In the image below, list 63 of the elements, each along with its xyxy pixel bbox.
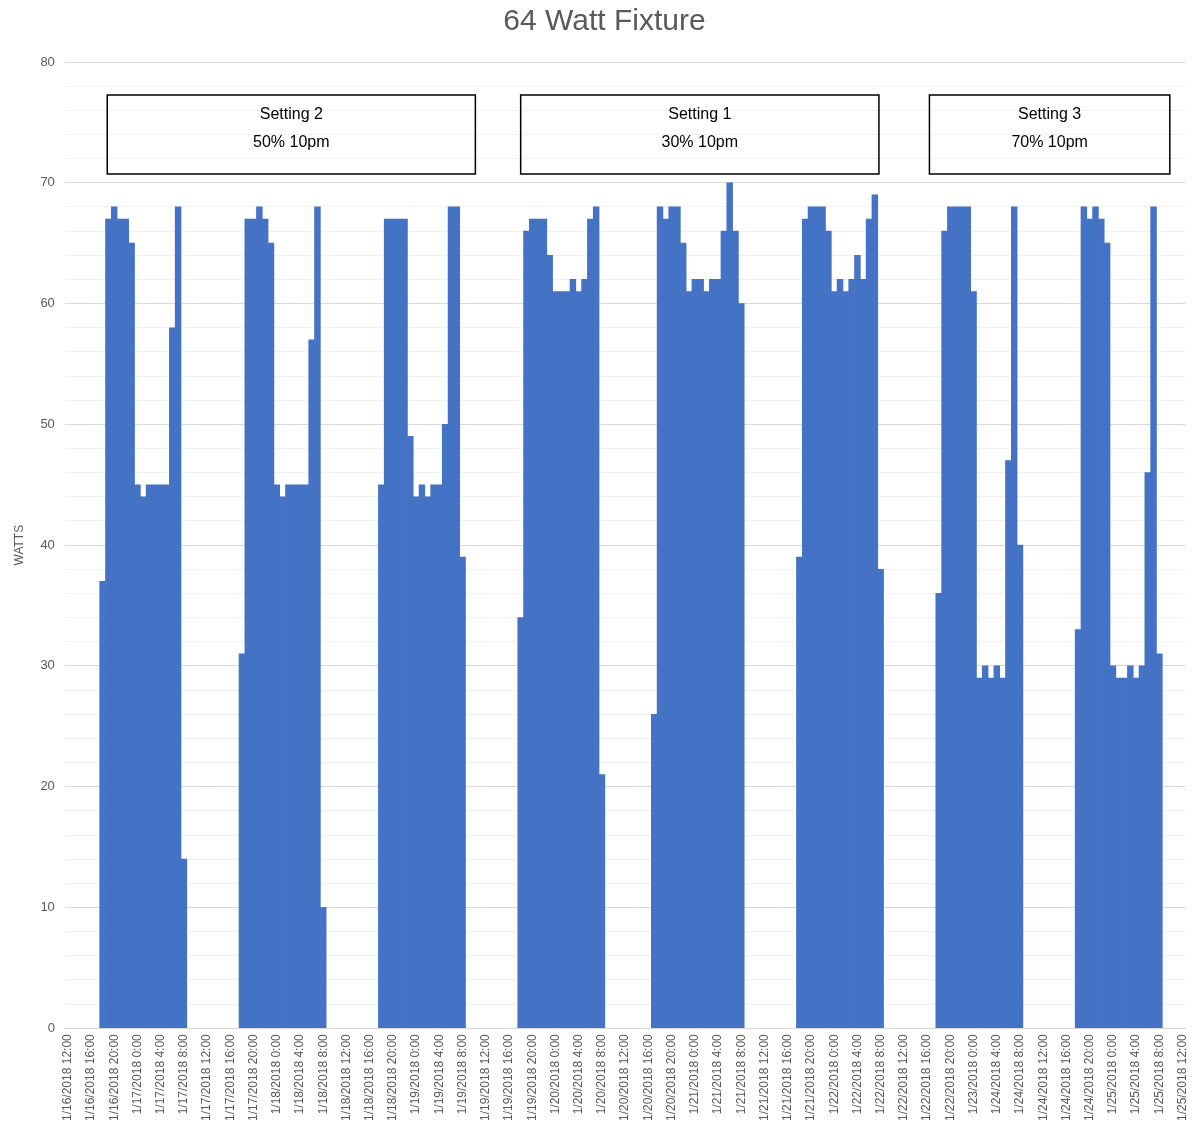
x-tick-label: 1/21/2018 4:00 <box>710 1033 725 1115</box>
x-tick-label: 1/22/2018 20:00 <box>942 1033 957 1121</box>
x-tick-label: 1/20/2018 16:00 <box>640 1033 655 1121</box>
x-tick-label: 1/18/2018 20:00 <box>385 1033 400 1121</box>
x-tick-label: 1/19/2018 0:00 <box>408 1033 423 1115</box>
y-axis-title: WATTS <box>11 524 26 566</box>
x-tick-label: 1/21/2018 12:00 <box>756 1033 771 1121</box>
x-tick-label: 1/20/2018 8:00 <box>594 1033 609 1115</box>
x-tick-label: 1/18/2018 0:00 <box>269 1033 284 1115</box>
x-tick-label: 1/19/2018 12:00 <box>478 1033 493 1121</box>
y-tick-label: 20 <box>40 778 55 794</box>
annotation: Setting 3 70% 10pm <box>1011 105 1088 151</box>
chart-title: 64 Watt Fixture <box>503 3 706 37</box>
y-tick-label: 30 <box>40 657 55 673</box>
x-tick-label: 1/22/2018 8:00 <box>872 1033 887 1115</box>
x-tick-label: 1/18/2018 16:00 <box>362 1033 377 1121</box>
y-tick-label: 60 <box>40 295 55 311</box>
x-tick-label: 1/22/2018 16:00 <box>919 1033 934 1121</box>
x-tick-label: 1/18/2018 12:00 <box>338 1033 353 1121</box>
x-tick-label: 1/24/2018 4:00 <box>989 1033 1004 1115</box>
x-tick-label: 1/17/2018 8:00 <box>176 1033 191 1115</box>
y-tick-label: 40 <box>40 536 55 552</box>
x-tick-label: 1/24/2018 16:00 <box>1058 1033 1073 1121</box>
x-tick-label: 1/20/2018 12:00 <box>617 1033 632 1121</box>
y-tick-label: 0 <box>47 1019 55 1035</box>
x-tick-label: 1/21/2018 8:00 <box>733 1033 748 1115</box>
annotation: Setting 1 30% 10pm <box>661 105 739 151</box>
x-tick-label: 1/19/2018 8:00 <box>454 1033 469 1115</box>
x-tick-label: 1/18/2018 4:00 <box>292 1033 307 1115</box>
x-tick-label: 1/17/2018 20:00 <box>245 1033 260 1121</box>
y-tick-label: 70 <box>40 174 55 190</box>
x-tick-label: 1/17/2018 0:00 <box>129 1033 144 1115</box>
x-tick-label: 1/19/2018 20:00 <box>524 1033 539 1121</box>
x-tick-label: 1/20/2018 20:00 <box>663 1033 678 1121</box>
x-tick-label: 1/16/2018 20:00 <box>106 1033 121 1121</box>
y-tick-label: 50 <box>40 415 55 431</box>
x-tick-label: 1/16/2018 12:00 <box>60 1033 75 1121</box>
x-tick-label: 1/25/2018 4:00 <box>1128 1033 1143 1115</box>
x-tick-label: 1/24/2018 12:00 <box>1035 1033 1050 1121</box>
x-tick-label: 1/22/2018 4:00 <box>849 1033 864 1115</box>
x-tick-label: 1/18/2018 8:00 <box>315 1033 330 1115</box>
x-tick-label: 1/22/2018 0:00 <box>826 1033 841 1115</box>
x-tick-label: 1/20/2018 0:00 <box>547 1033 562 1115</box>
x-tick-label: 1/17/2018 4:00 <box>152 1033 167 1115</box>
x-tick-label: 1/19/2018 4:00 <box>431 1033 446 1115</box>
x-tick-label: 1/17/2018 12:00 <box>199 1033 214 1121</box>
x-tick-label: 1/24/2018 20:00 <box>1082 1033 1096 1121</box>
y-tick-label: 10 <box>40 899 55 915</box>
x-tick-label: 1/25/2018 0:00 <box>1105 1033 1120 1115</box>
x-tick-label: 1/17/2018 16:00 <box>222 1033 237 1121</box>
x-tick-label: 1/25/2018 12:00 <box>1174 1033 1189 1121</box>
x-tick-label: 1/24/2018 8:00 <box>1012 1033 1027 1115</box>
x-tick-label: 1/25/2018 8:00 <box>1151 1033 1166 1115</box>
x-tick-label: 1/21/2018 20:00 <box>803 1033 818 1121</box>
x-tick-label: 1/21/2018 0:00 <box>687 1033 702 1115</box>
annotation: Setting 2 50% 10pm <box>253 105 330 151</box>
x-tick-label: 1/19/2018 16:00 <box>501 1033 516 1121</box>
x-tick-label: 1/22/2018 12:00 <box>896 1033 911 1121</box>
y-tick-label: 80 <box>40 53 55 69</box>
x-tick-label: 1/21/2018 16:00 <box>780 1033 795 1121</box>
x-tick-label: 1/23/2018 0:00 <box>965 1033 980 1115</box>
x-tick-label: 1/16/2018 16:00 <box>83 1033 98 1121</box>
x-tick-label: 1/20/2018 4:00 <box>571 1033 586 1115</box>
